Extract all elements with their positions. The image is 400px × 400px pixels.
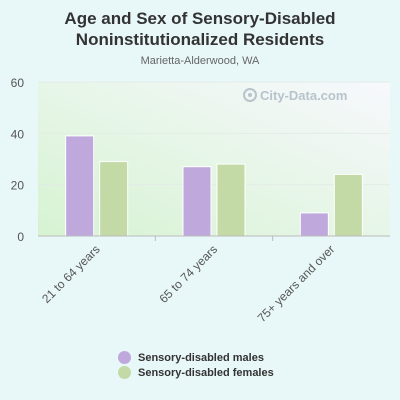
- watermark-icon: [243, 88, 257, 102]
- y-tick-label: 20: [11, 179, 25, 193]
- watermark: City-Data.com: [243, 88, 347, 103]
- legend-swatch-females: [118, 366, 131, 379]
- x-tick-label: 65 to 74 years: [156, 242, 220, 306]
- y-tick-label: 40: [11, 127, 25, 141]
- legend-label-females: Sensory-disabled females: [138, 366, 274, 379]
- bar-females: [99, 161, 129, 237]
- legend-item-males: Sensory-disabled males: [118, 350, 274, 365]
- legend-label-males: Sensory-disabled males: [138, 351, 264, 364]
- chart-subtitle: Marietta-Alderwood, WA: [140, 55, 260, 67]
- x-tick-label: 75+ years and over: [255, 242, 338, 325]
- chart-title: Age and Sex of Sensory-Disabled Noninsti…: [64, 9, 336, 49]
- bar-males: [299, 212, 329, 237]
- plot-area: [38, 82, 390, 236]
- legend: Sensory-disabled males Sensory-disabled …: [118, 350, 274, 380]
- legend-item-females: Sensory-disabled females: [118, 365, 274, 380]
- watermark-text: City-Data.com: [260, 88, 347, 103]
- bar-males: [65, 135, 95, 237]
- y-tick-label: 0: [17, 230, 24, 244]
- bar-females: [216, 163, 246, 237]
- bar-males: [182, 166, 212, 237]
- legend-swatch-males: [118, 351, 131, 364]
- y-tick-label: 60: [11, 76, 25, 90]
- x-tick-label: 21 to 64 years: [39, 242, 103, 306]
- bar-females: [333, 173, 363, 237]
